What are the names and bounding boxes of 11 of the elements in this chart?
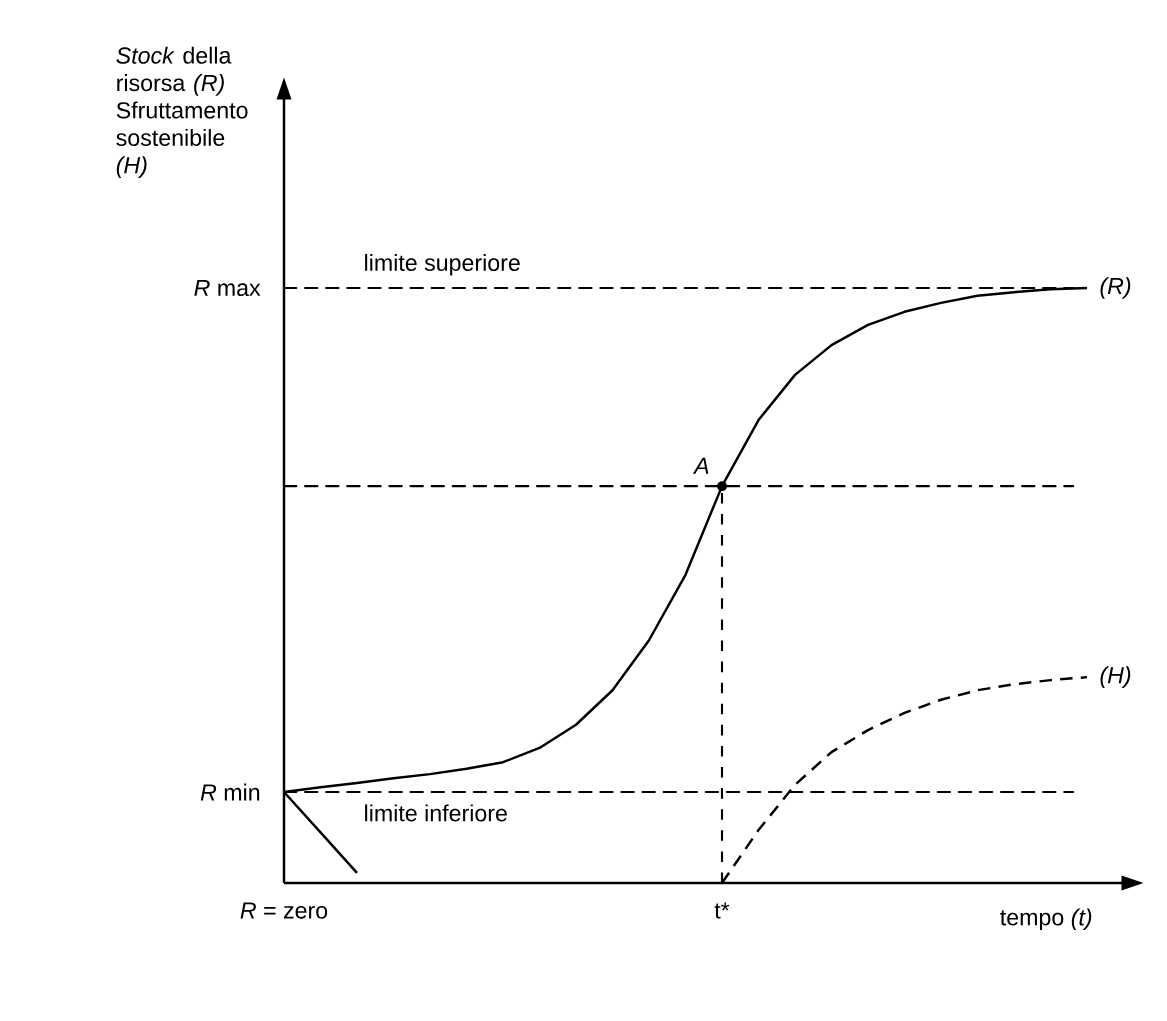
series-label: (H) — [1100, 666, 1131, 688]
y-axis-title: Stock della risorsa (R) Sfruttamento sostenibile (H) — [116, 46, 248, 178]
annotation: limite superiore — [365, 253, 520, 276]
ref-line-label: R max — [194, 279, 261, 297]
annotation: limite inferiore — [365, 804, 507, 822]
annotation: A — [692, 457, 709, 474]
text: R = zero — [240, 902, 328, 919]
series-label: (R) — [1100, 277, 1131, 299]
x-axis-title: tempo (t) — [1000, 908, 1092, 931]
ref-line-label: R min — [200, 783, 260, 801]
text: t* — [714, 902, 730, 919]
